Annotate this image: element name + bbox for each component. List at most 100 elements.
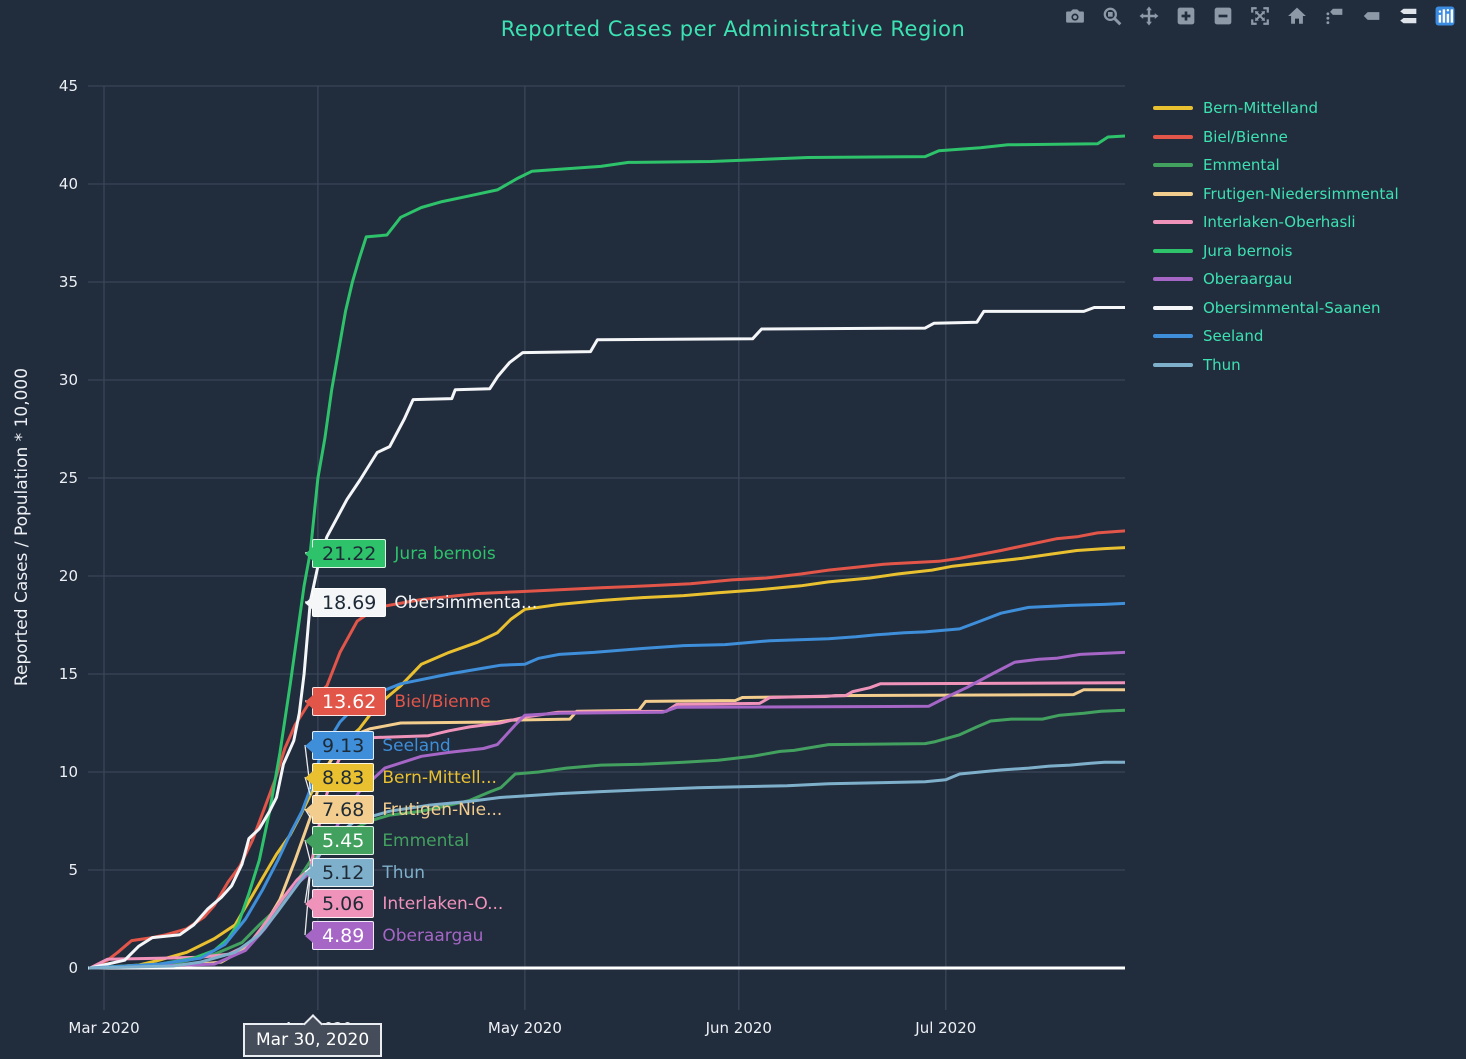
y-tick-label-30: 30 (58, 371, 78, 389)
legend-label: Oberaargau (1203, 270, 1293, 289)
autoscale-icon (1251, 7, 1269, 25)
y-tick-label-0: 0 (68, 959, 78, 977)
hover-value-box: 18.69 (304, 588, 387, 617)
series-line-bern-mittelland[interactable] (88, 546, 1125, 970)
modebar-pan-button[interactable] (1138, 5, 1160, 27)
legend-item-emmental[interactable]: Emmental (1153, 151, 1399, 180)
hover-label-bern-mittell-: 8.83 Bern-Mittell... (304, 763, 497, 792)
zoom-out-icon (1214, 7, 1232, 25)
pan-icon (1139, 6, 1159, 26)
legend-item-interlaken-oberhasli[interactable]: Interlaken-Oberhasli (1153, 208, 1399, 237)
legend-swatch-icon (1153, 248, 1193, 253)
hover-label-interlaken-o-: 5.06 Interlaken-O... (304, 889, 504, 918)
legend-label: Jura bernois (1203, 241, 1293, 260)
legend-label: Thun (1203, 355, 1241, 374)
hover-label-frutigen-nie-: 7.68 Frutigen-Nie... (304, 795, 502, 824)
y-tick-label-25: 25 (58, 469, 78, 487)
modebar-hover-closest-button[interactable] (1360, 5, 1382, 27)
legend-item-oberaargau[interactable]: Oberaargau (1153, 265, 1399, 294)
hover-series-name: Biel/Bienne (394, 691, 491, 712)
chart-title: Reported Cases per Administrative Region (500, 17, 966, 41)
legend-item-seeland[interactable]: Seeland (1153, 322, 1399, 351)
plotly-logo-icon (1435, 6, 1455, 26)
legend-label: Seeland (1203, 327, 1264, 346)
hover-series-name: Interlaken-O... (382, 893, 504, 914)
series-line-obersimmental-saanen[interactable] (88, 306, 1125, 970)
legend-item-biel-bienne[interactable]: Biel/Bienne (1153, 123, 1399, 152)
hover-series-name: Jura bernois (394, 543, 496, 564)
series-line-interlaken-oberhasli[interactable] (88, 681, 1125, 970)
spike-lines-icon (1326, 8, 1343, 25)
hover-compare-icon (1400, 8, 1417, 24)
series-line-biel-bienne[interactable] (88, 529, 1125, 970)
series-line-thun[interactable] (88, 760, 1125, 970)
hover-value-box: 5.06 (304, 889, 375, 918)
legend-label: Obersimmental-Saanen (1203, 298, 1381, 317)
x-tick-label-mar-2020: Mar 2020 (68, 1019, 140, 1037)
legend-swatch-icon (1153, 277, 1193, 282)
hover-label-jura-bernois: 21.22 Jura bernois (304, 539, 496, 568)
y-tick-label-40: 40 (58, 175, 78, 193)
hover-series-name: Thun (382, 862, 426, 883)
modebar-plotly-logo-button[interactable] (1434, 5, 1456, 27)
legend-item-obersimmental-saanen[interactable]: Obersimmental-Saanen (1153, 294, 1399, 323)
x-tick-label-jun-2020: Jun 2020 (705, 1019, 772, 1037)
hover-label-seeland: 9.13 Seeland (304, 731, 451, 760)
hover-closest-icon (1363, 12, 1380, 20)
x-tick-label-may-2020: May 2020 (487, 1019, 562, 1037)
y-tick-label-10: 10 (58, 763, 78, 781)
hover-value-box: 21.22 (304, 539, 387, 568)
legend-label: Biel/Bienne (1203, 127, 1288, 146)
legend-item-bern-mittelland[interactable]: Bern-Mittelland (1153, 94, 1399, 123)
modebar-zoom-button[interactable] (1101, 5, 1123, 27)
y-tick-label-35: 35 (58, 273, 78, 291)
zoom-in-icon (1177, 7, 1195, 25)
legend-swatch-icon (1153, 362, 1193, 367)
modebar-zoom-out-button[interactable] (1212, 5, 1234, 27)
modebar-autoscale-button[interactable] (1249, 5, 1271, 27)
modebar-zoom-in-button[interactable] (1175, 5, 1197, 27)
legend-swatch-icon (1153, 191, 1193, 196)
hover-series-name: Seeland (382, 735, 451, 756)
camera-icon (1066, 9, 1084, 23)
series-line-jura-bernois[interactable] (88, 134, 1125, 970)
hover-label-thun: 5.12 Thun (304, 858, 426, 887)
modebar-toolbar (1064, 5, 1456, 27)
hover-value-box: 7.68 (304, 795, 375, 824)
legend-label: Frutigen-Niedersimmental (1203, 184, 1399, 203)
hover-label-obersimmenta-: 18.69 Obersimmenta... (304, 588, 538, 617)
legend-label: Interlaken-Oberhasli (1203, 213, 1356, 232)
legend-swatch-icon (1153, 106, 1193, 111)
x-axis-hover-tooltip: Mar 30, 2020 (243, 1014, 383, 1057)
legend-swatch-icon (1153, 163, 1193, 168)
modebar-camera-button[interactable] (1064, 5, 1086, 27)
hover-series-name: Obersimmenta... (394, 592, 538, 613)
legend-swatch-icon (1153, 134, 1193, 139)
hover-value-box: 13.62 (304, 687, 387, 716)
series-line-seeland[interactable] (88, 601, 1125, 970)
modebar-spike-lines-button[interactable] (1323, 5, 1345, 27)
y-tick-label-5: 5 (68, 861, 78, 879)
legend-item-thun[interactable]: Thun (1153, 351, 1399, 380)
hover-label-oberaargau: 4.89 Oberaargau (304, 921, 483, 950)
modebar-home-button[interactable] (1286, 5, 1308, 27)
hover-series-name: Emmental (382, 830, 470, 851)
legend-item-frutigen-niedersimmental[interactable]: Frutigen-Niedersimmental (1153, 180, 1399, 209)
home-icon (1288, 7, 1306, 24)
legend-label: Emmental (1203, 156, 1280, 175)
y-tick-label-20: 20 (58, 567, 78, 585)
hover-series-name: Bern-Mittell... (382, 767, 497, 788)
legend-item-jura-bernois[interactable]: Jura bernois (1153, 237, 1399, 266)
series-line-emmental[interactable] (88, 708, 1125, 970)
legend-swatch-icon (1153, 334, 1193, 339)
tooltip-date-label: Mar 30, 2020 (256, 1030, 370, 1050)
y-axis-title: Reported Cases / Population * 10,000 (12, 367, 32, 687)
legend-label: Bern-Mittelland (1203, 99, 1318, 118)
hover-value-box: 5.45 (304, 826, 375, 855)
y-tick-label-45: 45 (58, 77, 78, 95)
modebar-hover-compare-button[interactable] (1397, 5, 1419, 27)
legend: Bern-Mittelland Biel/Bienne Emmental Frutig… (1153, 94, 1399, 379)
hover-value-box: 5.12 (304, 858, 375, 887)
